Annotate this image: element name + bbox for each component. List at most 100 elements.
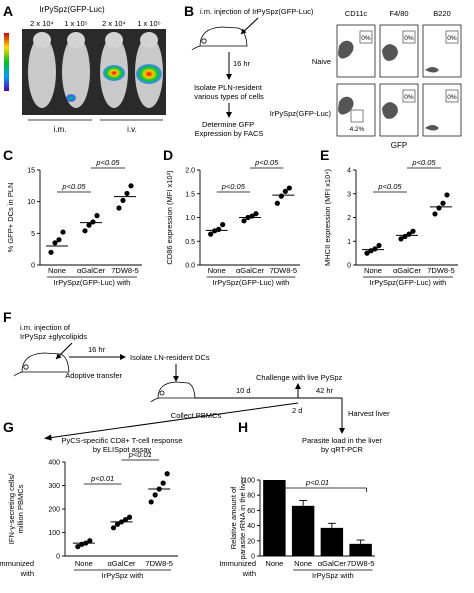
category-label: αGalCer [107,559,136,568]
y-tick-label: 2 [347,215,351,222]
y-tick-label: 0 [347,263,351,270]
mouse-image [28,32,56,108]
panel-letter-h: H [238,419,248,435]
isolate-line: Isolate PLN-resident [194,83,263,92]
arrowhead-icon [120,354,126,360]
y-axis-label: MHCII expression (MFI x10⁴) [323,169,332,266]
row-label: Immunized with [0,559,34,578]
dose-label: 2 x 10⁴ [30,19,54,28]
isolate-line: various types of cells [194,92,264,101]
data-point [128,183,134,189]
chart-cd86: 0.0 0.5 1.0 1.5 2.0 CD86 expression (MFI x10³… [165,158,300,287]
row-label: Immunized with [219,559,256,578]
category-label: None [294,559,312,568]
data-point [444,192,450,198]
injection-step: i.m. injection of IrPySpz(GFP-Luc) [200,7,314,16]
interval-label: 10 d [236,386,251,395]
arrowhead-icon [226,112,232,118]
data-point [86,222,92,228]
gate-percentage: 0% [404,35,414,42]
y-tick-label: 0 [56,554,60,561]
facs-line: Determine GFP [202,120,254,129]
row-label-line: with [242,569,256,578]
data-point [56,237,62,243]
y-tick-label: 5 [31,231,35,238]
row-label-line: Immunized [219,559,256,568]
p-value-label: p<0.01 [90,474,114,483]
y-tick-label: 1.0 [185,215,195,222]
facs-row-label: IrPySpz(GFP-Luc) [270,109,332,118]
gate-percentage: 0% [447,94,457,101]
row-label-line: Immunized [0,559,34,568]
group-label: IrPySpz with [312,571,354,580]
gate-percentage: 0% [404,94,414,101]
panel-letter-e: E [320,147,329,163]
y-tick-label: 10 [27,199,35,206]
facs-line: Expression by FACS [195,129,264,138]
group-label: IrPySpz(GFP-Luc) with [370,278,447,287]
data-point [126,514,133,520]
data-point [94,213,100,219]
data-point [364,250,370,256]
y-tick-label: 4 [347,168,351,175]
y-tick-label: 80 [247,493,255,500]
panel-letter-f: F [3,309,12,325]
category-label: None [75,559,93,568]
y-tick-label: 2.0 [185,168,195,175]
panel-letter-d: D [163,147,173,163]
mouse-icon [150,381,196,403]
y-axis-label: CD86 expression (MFI x10³) [165,170,174,265]
facs-plot: 0% [422,83,462,137]
adoptive-transfer-label: Adoptive transfer [65,371,122,380]
category-label: None [364,266,382,275]
category-label: αGalCer [318,559,347,568]
p-value-label: p<0.05 [411,158,436,167]
facs-column-header: F4/80 [389,9,408,18]
category-label: 7DW8-5 [270,266,298,275]
harvest-step: Harvest liver [348,409,390,418]
p-value-label: p<0.05 [377,182,402,191]
panel-letter-b: B [184,3,194,19]
y-axis-label-line: million PBMCs [16,484,25,533]
category-label: 7DW8-5 [145,559,173,568]
y-tick-label: 400 [48,460,60,467]
gate-percentage: 0% [447,35,457,42]
data-point [220,222,226,228]
y-tick-label: 1.5 [185,191,195,198]
category-label: 7DW8-5 [427,266,455,275]
data-point [376,242,382,249]
isolate-step: Isolate PLN-resident various types of ce… [194,83,264,101]
chart-mhcii: 0 1 2 3 4 MHCII expression (MFI x10⁴) None αGal… [323,158,458,287]
y-tick-label: 1 [347,239,351,246]
category-label: 7DW8-5 [111,266,139,275]
data-point [124,190,130,197]
dose-label: 1 x 10⁵ [64,19,88,28]
data-point [148,499,154,505]
y-tick-label: 3 [347,191,351,198]
y-axis-label-line: Relative amount of [229,486,238,549]
facs-column-header: CD11c [345,9,368,18]
dose-label: 2 x 10⁴ [102,19,126,28]
arrowhead-icon [295,383,301,389]
elispot-title: by ELISpot assay [93,445,152,454]
arrowhead-icon [339,428,345,434]
data-point [48,249,54,255]
p-value-label: p<0.05 [61,182,86,191]
isolate-step: Isolate LN-resident DCs [130,353,210,362]
y-tick-label: 20 [247,538,255,545]
p-value-label: p<0.05 [95,158,120,167]
data-point [116,205,122,211]
elispot-title: PyCS-specific CD8+ T-cell response [62,436,183,445]
y-tick-label: 15 [27,168,35,175]
mouse-image [135,32,163,108]
data-point [160,480,166,486]
y-tick-label: 60 [247,508,255,515]
data-point [398,236,404,242]
arrowhead-icon [44,434,52,441]
data-point [274,200,280,206]
injection-step: i.m. injection of [20,323,71,332]
data-point [122,516,129,523]
facs-x-axis-label: GFP [391,141,407,150]
luminescence-color-scale [4,33,9,91]
